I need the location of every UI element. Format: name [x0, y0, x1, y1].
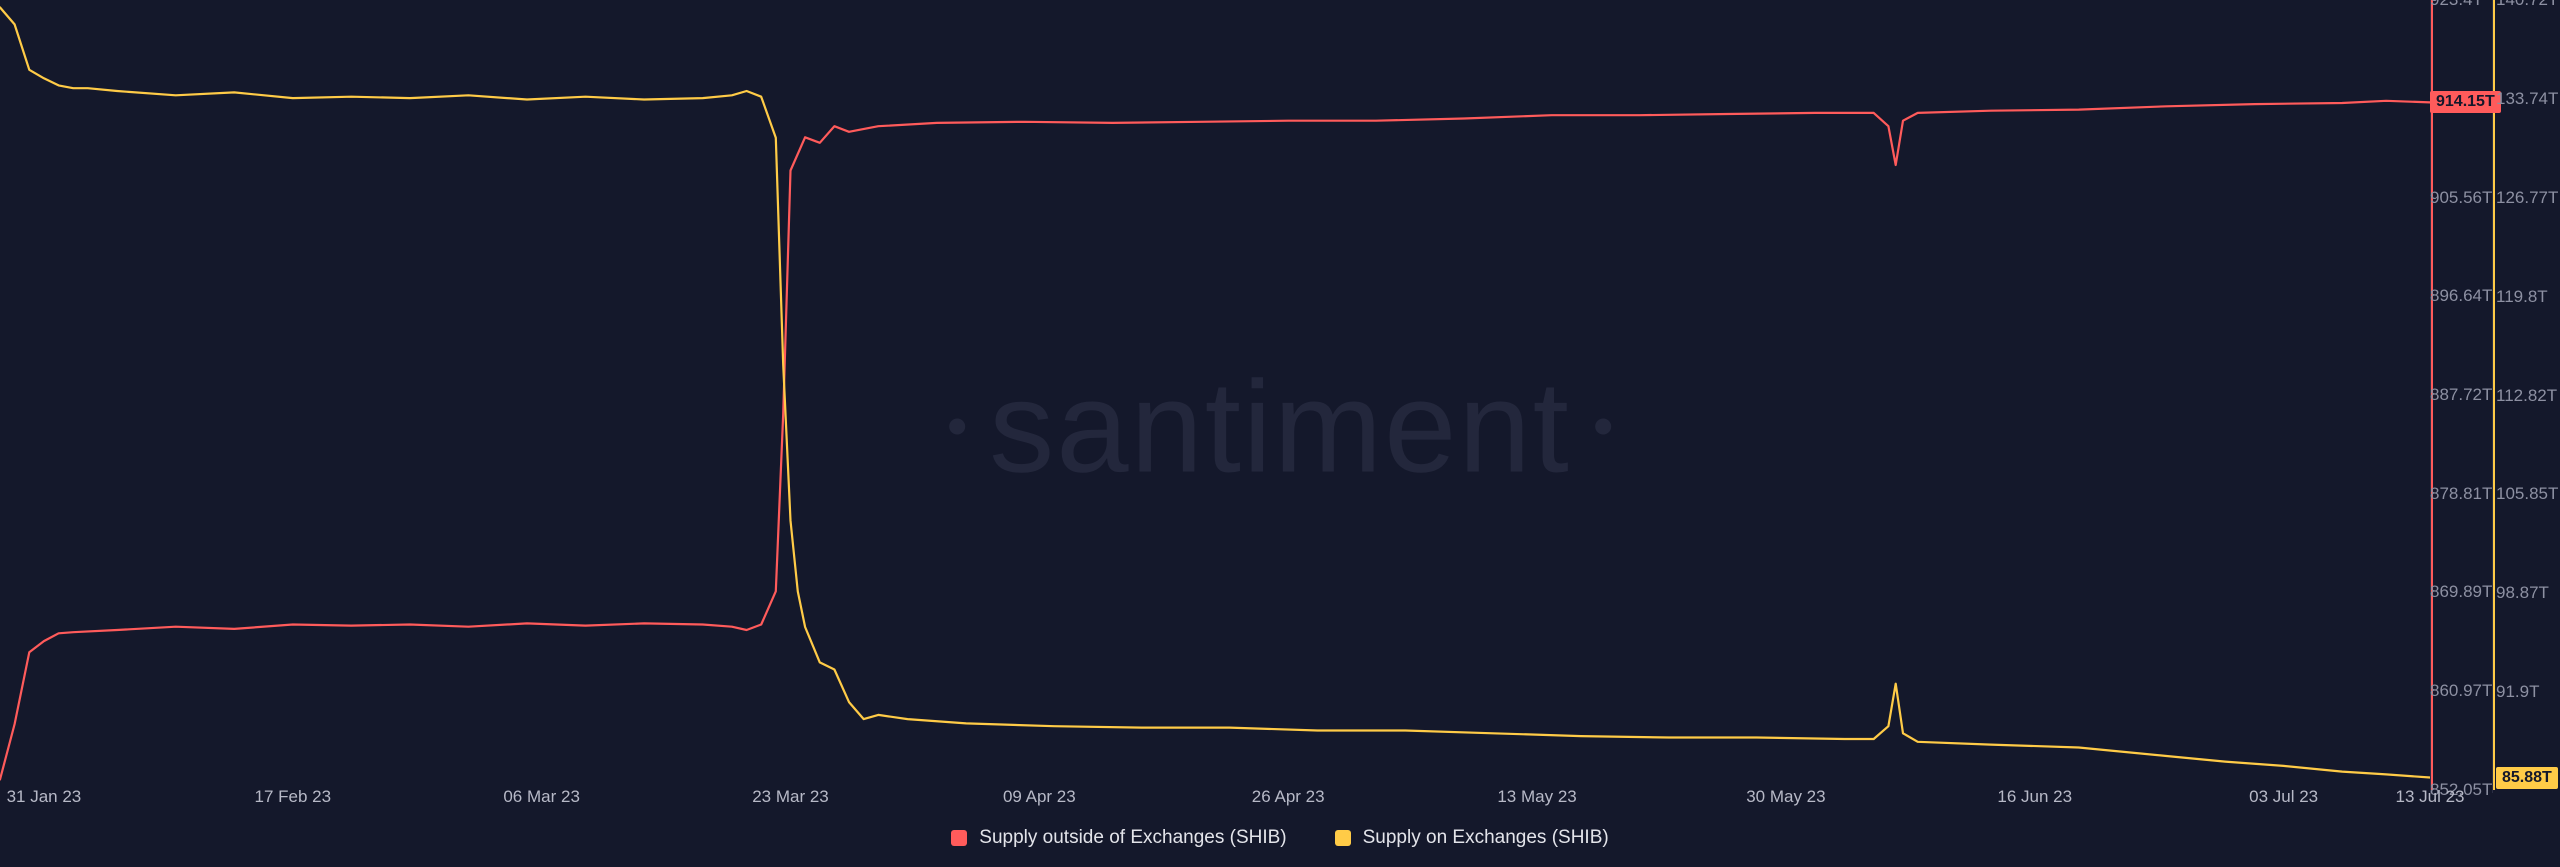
- x-tick-label: 13 Jul 23: [2396, 787, 2465, 807]
- legend-swatch-yellow: [1335, 830, 1351, 846]
- y-axis-2-current-badge: 85.88T: [2496, 767, 2558, 789]
- x-tick-label: 03 Jul 23: [2249, 787, 2318, 807]
- y-axis-2-tick: 119.8T: [2496, 287, 2548, 307]
- legend-item-yellow[interactable]: Supply on Exchanges (SHIB): [1335, 827, 1609, 849]
- x-tick-label: 09 Apr 23: [1003, 787, 1076, 807]
- x-axis: 31 Jan 23 17 Feb 23 06 Mar 23 23 Mar 23 09 A…: [0, 787, 2490, 807]
- y-axis-1-tick: 878.81T: [2430, 484, 2492, 504]
- chart-svg: [0, 0, 2560, 867]
- y-axis-2-tick: 126.77T: [2496, 188, 2558, 208]
- y-axis-1-tick: 923.4T: [2430, 0, 2483, 10]
- y-axis-1-tick: 905.56T: [2430, 188, 2492, 208]
- y-axis-2-tick: 105.85T: [2496, 484, 2558, 504]
- series-supply_on_exchanges: [0, 7, 2430, 777]
- x-tick-label: 30 May 23: [1746, 787, 1825, 807]
- y-axis-1-tick: 869.89T: [2430, 582, 2492, 602]
- y-axis-1-tick: 860.97T: [2430, 681, 2492, 701]
- y-axis-left-scale: 923.4T914.15T905.56T896.64T887.72T878.81…: [2430, 0, 2490, 790]
- x-tick-label: 13 May 23: [1497, 787, 1576, 807]
- legend-label: Supply on Exchanges (SHIB): [1363, 827, 1609, 849]
- x-tick-label: 06 Mar 23: [503, 787, 580, 807]
- legend: Supply outside of Exchanges (SHIB) Suppl…: [0, 827, 2560, 849]
- y-axis-2-tick: 98.87T: [2496, 583, 2549, 603]
- x-tick-label: 26 Apr 23: [1252, 787, 1325, 807]
- x-tick-label: 23 Mar 23: [752, 787, 829, 807]
- chart-container: santiment 923.4T914.15T905.56T896.64T887…: [0, 0, 2560, 867]
- y-axis-1-current-badge: 914.15T: [2430, 91, 2501, 113]
- y-axis-1-tick: 887.72T: [2430, 385, 2492, 405]
- legend-swatch-red: [951, 830, 967, 846]
- legend-item-red[interactable]: Supply outside of Exchanges (SHIB): [951, 827, 1286, 849]
- x-tick-label: 17 Feb 23: [254, 787, 331, 807]
- y-axis-2-tick: 91.9T: [2496, 682, 2539, 702]
- x-tick-label: 16 Jun 23: [1997, 787, 2072, 807]
- x-tick-label: 31 Jan 23: [7, 787, 82, 807]
- y-axis-1-tick: 896.64T: [2430, 286, 2492, 306]
- y-axis-right-scale: 140.72T 133.74T 126.77T 119.8T 112.82T 105.85…: [2496, 0, 2556, 790]
- series-supply_outside_exchanges: [0, 101, 2430, 780]
- y-axis-2-tick: 112.82T: [2496, 386, 2557, 406]
- y-axis-2-tick: 133.74T: [2496, 89, 2558, 109]
- legend-label: Supply outside of Exchanges (SHIB): [979, 827, 1286, 849]
- y-axis-2-tick: 140.72T: [2496, 0, 2558, 10]
